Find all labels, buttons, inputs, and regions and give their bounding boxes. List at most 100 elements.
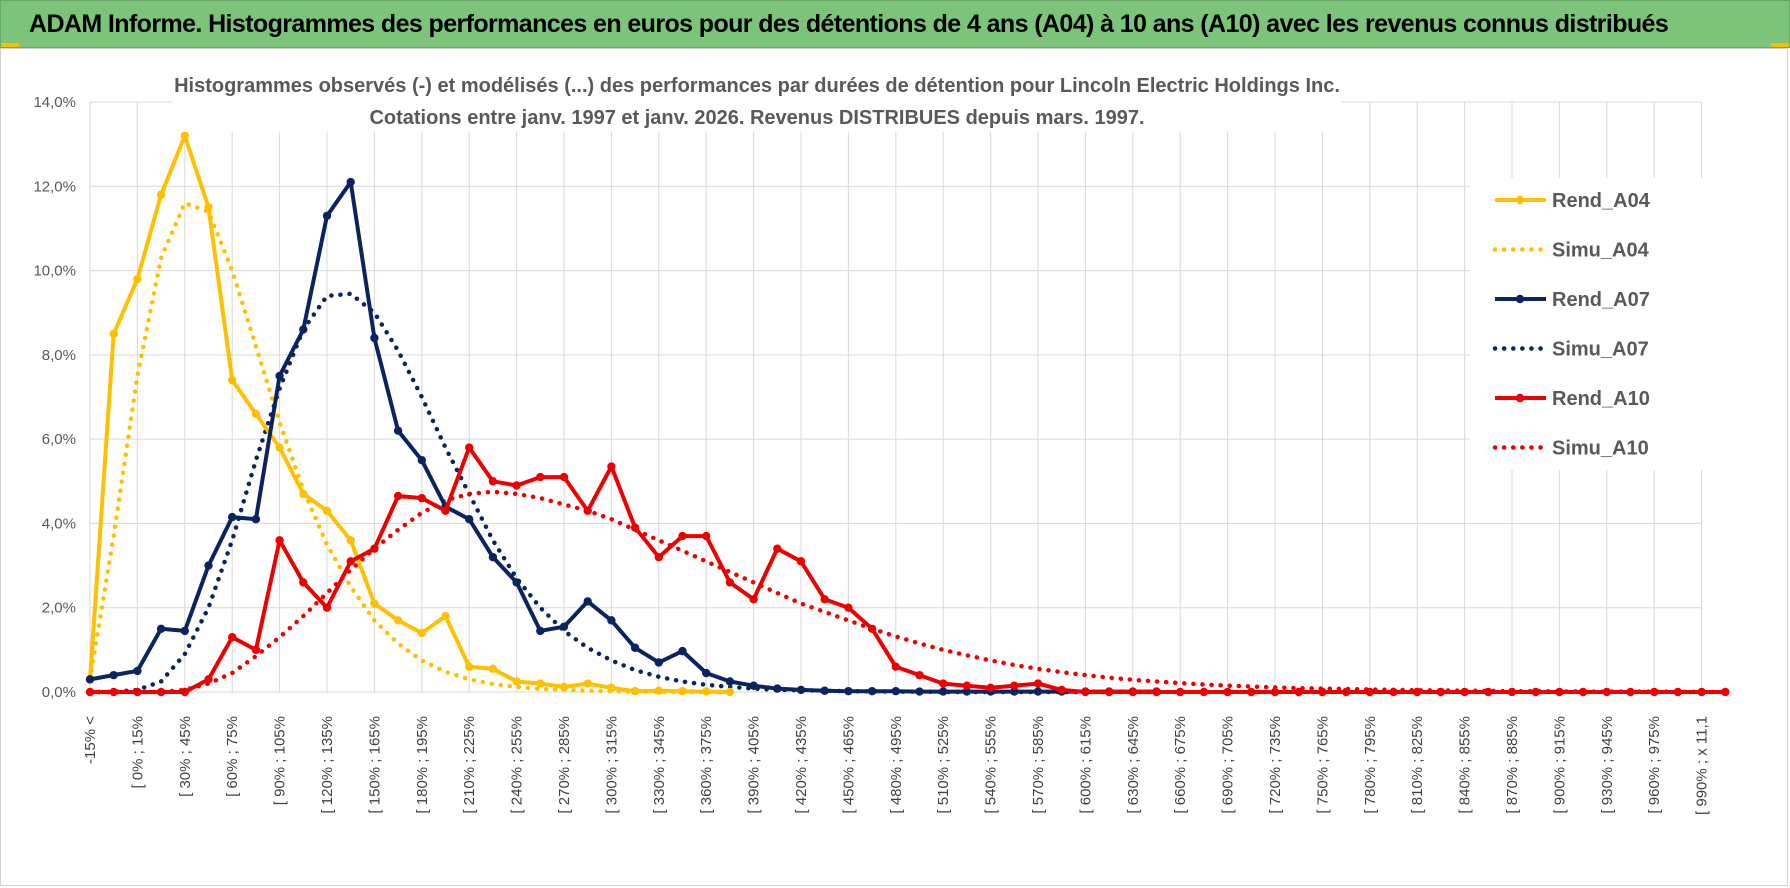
data-point-rend_a10 — [1389, 687, 1398, 697]
data-point-rend_a04 — [559, 682, 569, 692]
data-point-rend_a07 — [85, 675, 95, 684]
data-point-rend_a10 — [939, 679, 948, 688]
data-point-rend_a04 — [512, 677, 521, 686]
data-point-rend_a10 — [536, 472, 545, 482]
x-tick-label: [ 420% ; 435% — [793, 716, 810, 814]
data-point-rend_a10 — [1128, 687, 1138, 697]
data-point-rend_a04 — [607, 683, 616, 692]
series-line-rend_a10 — [90, 445, 1726, 694]
data-point-rend_a07 — [773, 684, 782, 693]
x-tick-label: [ 240% ; 255% — [509, 716, 526, 814]
data-point-rend_a10 — [607, 462, 616, 471]
data-point-rend_a10 — [417, 493, 426, 503]
data-point-rend_a04 — [228, 375, 237, 385]
data-point-rend_a10 — [465, 443, 474, 452]
data-point-rend_a10 — [915, 670, 924, 680]
y-tick-label: 8,0% — [42, 347, 76, 364]
data-point-rend_a10 — [1578, 687, 1588, 697]
data-point-rend_a10 — [1318, 687, 1327, 697]
banner-accent-right — [1771, 43, 1789, 47]
data-point-rend_a10 — [1507, 687, 1517, 697]
data-point-rend_a10 — [441, 506, 450, 515]
data-point-rend_a10 — [1152, 687, 1161, 697]
y-tick-label: 6,0% — [42, 431, 76, 448]
y-tick-label: 2,0% — [42, 600, 76, 617]
x-tick-label: [ 270% ; 285% — [556, 716, 573, 814]
data-point-rend_a07 — [1033, 687, 1043, 696]
data-point-rend_a10 — [488, 477, 498, 486]
chart-frame — [0, 48, 1788, 886]
banner-accent-left — [1, 43, 19, 47]
data-point-rend_a10 — [1365, 687, 1375, 697]
data-point-rend_a10 — [1010, 681, 1019, 690]
data-point-rend_a10 — [1650, 687, 1659, 697]
data-point-rend_a10 — [630, 523, 640, 532]
x-tick-label: [ 570% ; 585% — [1030, 716, 1047, 814]
data-point-rend_a04 — [583, 679, 592, 688]
data-point-rend_a10 — [962, 681, 972, 690]
data-point-rend_a07 — [891, 686, 900, 696]
data-point-rend_a10 — [1270, 687, 1280, 697]
x-tick-label: [ 750% ; 765% — [1314, 716, 1331, 814]
data-point-rend_a10 — [1436, 687, 1446, 697]
data-point-rend_a10 — [583, 506, 592, 515]
data-point-rend_a07 — [180, 626, 189, 636]
data-point-rend_a10 — [370, 544, 379, 553]
x-tick-label: [ 930% ; 945% — [1599, 716, 1616, 814]
y-tick-label: 10,0% — [33, 263, 76, 280]
data-point-rend_a04 — [299, 489, 308, 499]
chart-series — [85, 131, 1730, 697]
y-tick-label: 12,0% — [33, 178, 76, 195]
x-tick-label: [ 330% ; 345% — [651, 716, 668, 814]
data-point-rend_a07 — [133, 666, 142, 676]
x-tick-label: [ 630% ; 645% — [1125, 716, 1142, 814]
data-point-rend_a07 — [820, 686, 829, 695]
data-point-rend_a07 — [725, 677, 735, 686]
data-point-rend_a07 — [536, 626, 545, 636]
x-tick-label: [ 300% ; 315% — [603, 716, 620, 814]
x-tick-label: [ 450% ; 465% — [840, 716, 857, 814]
data-point-rend_a07 — [488, 552, 498, 562]
data-point-rend_a04 — [204, 203, 213, 212]
data-point-rend_a10 — [559, 472, 569, 482]
data-point-rend_a10 — [1104, 687, 1114, 697]
data-point-rend_a10 — [1223, 687, 1232, 697]
data-point-rend_a10 — [109, 687, 118, 697]
data-point-rend_a04 — [417, 628, 426, 638]
data-point-rend_a07 — [559, 622, 569, 631]
data-point-rend_a07 — [109, 670, 118, 680]
series-line-simu_a07 — [87, 291, 1159, 695]
legend-marker — [1515, 393, 1525, 403]
data-point-rend_a10 — [512, 481, 521, 490]
data-point-rend_a10 — [1626, 687, 1635, 697]
x-tick-label: -15% < — [82, 716, 99, 764]
data-point-rend_a10 — [299, 578, 308, 587]
x-tick-label: [ 60% ; 75% — [224, 716, 241, 797]
x-tick-label: [ 390% ; 405% — [746, 716, 763, 814]
data-point-rend_a07 — [702, 668, 711, 678]
data-point-rend_a04 — [536, 679, 545, 688]
x-tick-label: [ 510% ; 525% — [935, 716, 952, 814]
data-point-rend_a04 — [441, 611, 450, 621]
data-point-rend_a10 — [1341, 687, 1351, 697]
data-point-rend_a04 — [133, 274, 142, 284]
series-line-simu_a04 — [87, 200, 733, 695]
data-point-rend_a07 — [583, 597, 592, 606]
data-point-rend_a04 — [465, 662, 474, 671]
x-tick-label: [ 30% ; 45% — [177, 716, 194, 797]
data-point-rend_a07 — [962, 687, 972, 696]
legend-marker — [1515, 195, 1525, 205]
legend-label-simu_a07: Simu_A07 — [1552, 339, 1649, 361]
chart-title-bg — [172, 66, 1342, 132]
x-tick-label: [ 810% ; 825% — [1409, 716, 1426, 814]
header-banner: ADAM Informe. Histogrammes des performan… — [0, 0, 1790, 48]
data-point-rend_a04 — [393, 616, 403, 625]
data-point-rend_a10 — [702, 531, 711, 541]
data-point-rend_a10 — [1294, 687, 1303, 697]
data-point-rend_a07 — [417, 456, 426, 465]
data-point-rend_a04 — [678, 686, 687, 696]
data-point-rend_a10 — [180, 687, 189, 697]
y-tick-label: 0,0% — [42, 684, 76, 701]
data-point-rend_a04 — [156, 190, 166, 199]
data-point-rend_a10 — [678, 531, 687, 541]
